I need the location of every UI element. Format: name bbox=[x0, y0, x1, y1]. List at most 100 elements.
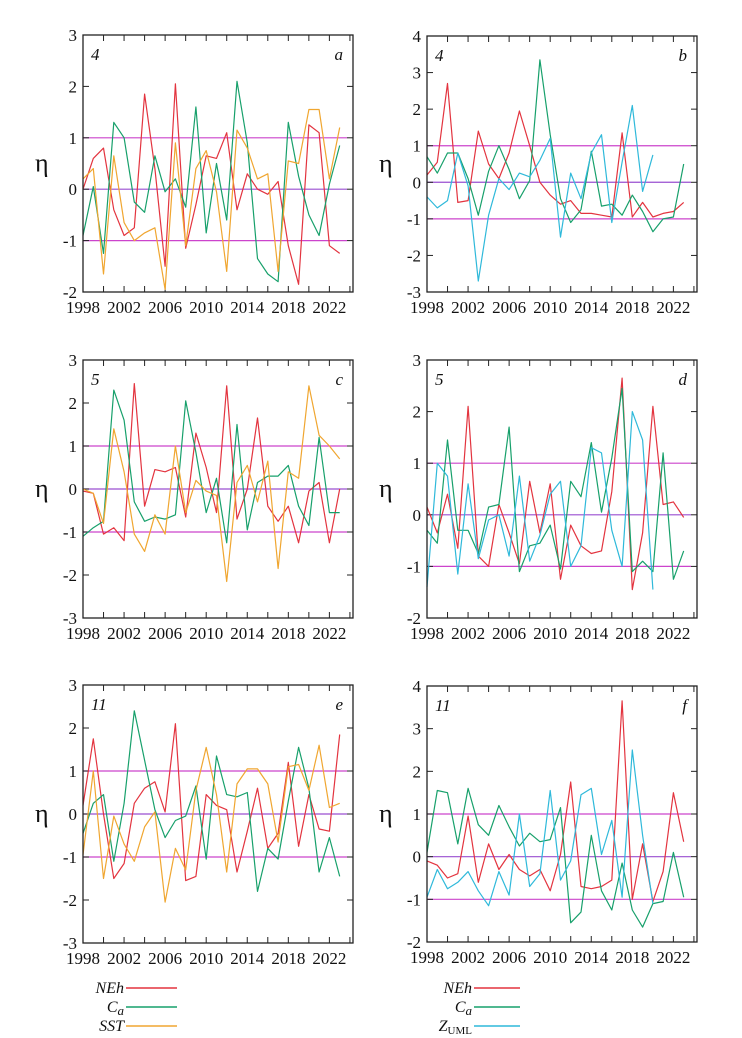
x-tick-label: 2006 bbox=[492, 624, 526, 643]
panel-letter: c bbox=[335, 370, 343, 389]
series-line-Ca bbox=[426, 787, 685, 928]
y-tick-label: 2 bbox=[413, 762, 422, 781]
y-tick-label: 0 bbox=[413, 848, 422, 867]
legend-label-sub: a bbox=[466, 1003, 473, 1018]
y-tick-label: 1 bbox=[413, 454, 422, 473]
plot-frame bbox=[426, 359, 698, 619]
series-line-SST bbox=[82, 744, 340, 903]
x-tick-label: 2022 bbox=[656, 948, 690, 967]
y-tick-label: 1 bbox=[413, 137, 422, 156]
y-axis-label: η bbox=[379, 149, 393, 178]
series-line-NEh bbox=[82, 723, 341, 882]
x-tick-label: 2018 bbox=[615, 298, 649, 317]
x-tick-label: 1998 bbox=[66, 298, 100, 317]
x-tick-label: 2010 bbox=[189, 624, 223, 643]
y-axis-label: η bbox=[379, 474, 393, 503]
legend-label-main: C bbox=[455, 999, 466, 1016]
panel-letter: a bbox=[335, 45, 344, 64]
y-tick-label: 2 bbox=[69, 719, 78, 738]
x-tick-label: 1998 bbox=[66, 949, 100, 968]
series-line-ZUML bbox=[426, 749, 654, 907]
y-tick-label: -2 bbox=[63, 566, 77, 585]
y-axis-label: η bbox=[35, 149, 49, 178]
x-tick-label: 2010 bbox=[533, 298, 567, 317]
panel-letter: e bbox=[335, 695, 343, 714]
legend-label: Ca bbox=[107, 999, 125, 1018]
y-tick-label: -1 bbox=[407, 210, 421, 229]
y-tick-label: -3 bbox=[63, 934, 77, 953]
y-tick-label: -2 bbox=[407, 246, 421, 265]
x-tick-label: 2010 bbox=[533, 948, 567, 967]
y-tick-label: 1 bbox=[69, 437, 78, 456]
x-tick-label: 2018 bbox=[271, 624, 305, 643]
x-tick-label: 2006 bbox=[148, 624, 182, 643]
month-label: 5 bbox=[435, 370, 444, 389]
panel-letter: f bbox=[682, 696, 689, 715]
y-tick-label: -2 bbox=[63, 891, 77, 910]
y-tick-label: 1 bbox=[413, 805, 422, 824]
plot-frame bbox=[82, 684, 354, 944]
series-line-NEh bbox=[82, 83, 341, 285]
legend-label-sub: UML bbox=[448, 1025, 473, 1037]
y-tick-label: 0 bbox=[69, 480, 78, 499]
legend-label-main: SST bbox=[99, 1018, 125, 1035]
y-tick-label: 3 bbox=[69, 26, 78, 45]
x-tick-label: 2002 bbox=[107, 624, 141, 643]
y-tick-label: 3 bbox=[69, 351, 78, 370]
y-tick-label: -3 bbox=[63, 609, 77, 628]
x-tick-label: 2018 bbox=[271, 298, 305, 317]
month-label: 11 bbox=[435, 696, 451, 715]
x-tick-label: 2002 bbox=[107, 298, 141, 317]
month-label: 11 bbox=[91, 695, 107, 714]
y-tick-label: 4 bbox=[413, 677, 422, 696]
x-tick-label: 2010 bbox=[189, 949, 223, 968]
y-tick-label: -1 bbox=[407, 890, 421, 909]
y-tick-label: 0 bbox=[413, 506, 422, 525]
x-tick-label: 2002 bbox=[107, 949, 141, 968]
x-tick-label: 2002 bbox=[451, 298, 485, 317]
x-tick-label: 2014 bbox=[230, 298, 265, 317]
legend-label: NEh bbox=[95, 980, 124, 997]
legend-label-main: C bbox=[107, 999, 118, 1016]
x-tick-label: 2022 bbox=[312, 949, 346, 968]
plot-frame bbox=[82, 359, 354, 619]
series-line-SST bbox=[82, 385, 341, 583]
legend-label: Ca bbox=[455, 999, 473, 1018]
y-tick-label: 1 bbox=[69, 129, 78, 148]
y-tick-label: 0 bbox=[413, 173, 422, 192]
plot-frame bbox=[82, 34, 354, 293]
series-line-NEh bbox=[426, 377, 685, 591]
y-tick-label: 1 bbox=[69, 762, 78, 781]
series-line-SST bbox=[82, 108, 341, 290]
series-line-NEh bbox=[426, 82, 685, 218]
x-tick-label: 2022 bbox=[656, 298, 690, 317]
y-tick-label: -3 bbox=[407, 283, 421, 302]
x-tick-label: 1998 bbox=[410, 948, 444, 967]
panel-letter: d bbox=[679, 370, 688, 389]
y-tick-label: -1 bbox=[407, 557, 421, 576]
plot-frame bbox=[426, 685, 698, 943]
y-tick-label: 3 bbox=[69, 676, 78, 695]
x-tick-label: 2014 bbox=[574, 624, 609, 643]
x-tick-label: 2022 bbox=[312, 298, 346, 317]
y-tick-label: 3 bbox=[413, 720, 422, 739]
panel-c: -3 -2 -1 0 1 2 3 1998 2002 2006 2010 2014 2018 2022 5 c… bbox=[35, 351, 354, 643]
series-line-ZUML bbox=[426, 104, 654, 282]
x-tick-label: 1998 bbox=[410, 624, 444, 643]
panel-a: -2 -1 0 1 2 3 1998 2002 2006 2010 2014 2018 2022 4 a η bbox=[35, 26, 354, 317]
y-tick-label: 0 bbox=[69, 180, 78, 199]
y-tick-label: 2 bbox=[69, 394, 78, 413]
panel-f: -2 -1 0 1 2 3 4 1998 2002 2006 2010 2014 2018 2022 11 f… bbox=[379, 677, 698, 967]
x-tick-label: 2006 bbox=[492, 948, 526, 967]
y-axis-label: η bbox=[35, 474, 49, 503]
y-tick-label: 0 bbox=[69, 805, 78, 824]
y-tick-label: 3 bbox=[413, 351, 422, 370]
y-tick-label: -1 bbox=[63, 848, 77, 867]
x-tick-label: 2002 bbox=[451, 948, 485, 967]
x-tick-label: 1998 bbox=[66, 624, 100, 643]
x-tick-label: 2014 bbox=[230, 949, 265, 968]
panel-d: -2 -1 0 1 2 3 1998 2002 2006 2010 2014 2018 2022 5 d η bbox=[379, 351, 698, 643]
